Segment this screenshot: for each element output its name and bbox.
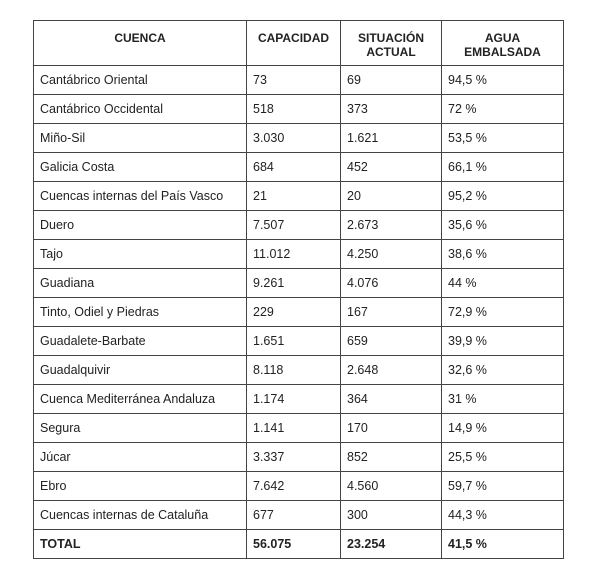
- header-line: AGUA: [484, 31, 521, 45]
- table-body: Cantábrico Oriental 73 69 94,5 % Cantábrico …: [33, 65, 564, 559]
- table-cell: 852: [340, 442, 442, 472]
- table-cell: 364: [340, 384, 442, 414]
- header-line: CAPACIDAD: [257, 31, 330, 45]
- table-cell: 44 %: [441, 268, 564, 298]
- table-cell: Duero: [33, 210, 247, 240]
- column-header: SITUACIÓN ACTUAL: [340, 20, 442, 66]
- table-cell: Cantábrico Occidental: [33, 94, 247, 124]
- table-cell: 7.642: [246, 471, 341, 501]
- table-row: Guadalete-Barbate 1.651 659 39,9 %: [33, 326, 564, 356]
- table-cell: 4.560: [340, 471, 442, 501]
- table-cell: 8.118: [246, 355, 341, 385]
- table-cell: Cuenca Mediterránea Andaluza: [33, 384, 247, 414]
- table-cell: 69: [340, 65, 442, 95]
- table-row: Miño-Sil 3.030 1.621 53,5 %: [33, 123, 564, 153]
- table-cell: Guadiana: [33, 268, 247, 298]
- table-cell: Ebro: [33, 471, 247, 501]
- table-row: Cuencas internas del País Vasco 21 20 95,2 …: [33, 181, 564, 211]
- table-cell: 1.651: [246, 326, 341, 356]
- table-cell: 72 %: [441, 94, 564, 124]
- table-cell: Júcar: [33, 442, 247, 472]
- table-cell: 21: [246, 181, 341, 211]
- total-cell: 41,5 %: [441, 529, 564, 559]
- table-cell: 518: [246, 94, 341, 124]
- table-cell: 1.141: [246, 413, 341, 443]
- table-cell: 35,6 %: [441, 210, 564, 240]
- table-cell: 94,5 %: [441, 65, 564, 95]
- table-cell: Cantábrico Oriental: [33, 65, 247, 95]
- header-line: CUENCA: [114, 31, 166, 45]
- total-cell: TOTAL: [33, 529, 247, 559]
- header-line: EMBALSADA: [464, 45, 541, 59]
- table-cell: Galicia Costa: [33, 152, 247, 182]
- table-cell: 4.076: [340, 268, 442, 298]
- total-cell: 23.254: [340, 529, 442, 559]
- table-cell: 31 %: [441, 384, 564, 414]
- table-row: Duero 7.507 2.673 35,6 %: [33, 210, 564, 240]
- table-row: Ebro 7.642 4.560 59,7 %: [33, 471, 564, 501]
- table-cell: 170: [340, 413, 442, 443]
- table-cell: Tinto, Odiel y Piedras: [33, 297, 247, 327]
- table-cell: 677: [246, 500, 341, 530]
- column-header: CUENCA: [33, 20, 247, 66]
- table-cell: 53,5 %: [441, 123, 564, 153]
- table-row: Cuencas internas de Cataluña 677 300 44,3 %: [33, 500, 564, 530]
- table-row: Cantábrico Occidental 518 373 72 %: [33, 94, 564, 124]
- table-cell: Segura: [33, 413, 247, 443]
- table-cell: 73: [246, 65, 341, 95]
- table-cell: 659: [340, 326, 442, 356]
- table-cell: 684: [246, 152, 341, 182]
- table-cell: 59,7 %: [441, 471, 564, 501]
- table-cell: 44,3 %: [441, 500, 564, 530]
- table-row: Cuenca Mediterránea Andaluza 1.174 364 31 %: [33, 384, 564, 414]
- table-cell: 452: [340, 152, 442, 182]
- table-cell: 4.250: [340, 239, 442, 269]
- table-row: Tajo 11.012 4.250 38,6 %: [33, 239, 564, 269]
- table-cell: Tajo: [33, 239, 247, 269]
- table-row: Cantábrico Oriental 73 69 94,5 %: [33, 65, 564, 95]
- table-cell: 11.012: [246, 239, 341, 269]
- header-line: SITUACIÓN: [358, 31, 424, 45]
- header-row: CUENCA CAPACIDAD SITUACIÓN ACTUAL AGUA EMBALS…: [33, 20, 564, 66]
- table-cell: 20: [340, 181, 442, 211]
- table-row: Guadiana 9.261 4.076 44 %: [33, 268, 564, 298]
- table-cell: 167: [340, 297, 442, 327]
- table-cell: 66,1 %: [441, 152, 564, 182]
- table-cell: 9.261: [246, 268, 341, 298]
- table-cell: 1.174: [246, 384, 341, 414]
- table-cell: 7.507: [246, 210, 341, 240]
- table-cell: 72,9 %: [441, 297, 564, 327]
- total-row: TOTAL 56.075 23.254 41,5 %: [33, 529, 564, 559]
- table-row: Segura 1.141 170 14,9 %: [33, 413, 564, 443]
- table-row: Guadalquivir 8.118 2.648 32,6 %: [33, 355, 564, 385]
- table-cell: 39,9 %: [441, 326, 564, 356]
- table-cell: 95,2 %: [441, 181, 564, 211]
- table-row: Júcar 3.337 852 25,5 %: [33, 442, 564, 472]
- reservoir-table: CUENCA CAPACIDAD SITUACIÓN ACTUAL AGUA EMBALS…: [33, 20, 564, 559]
- table-cell: 1.621: [340, 123, 442, 153]
- total-cell: 56.075: [246, 529, 341, 559]
- table-cell: 373: [340, 94, 442, 124]
- table-cell: 2.648: [340, 355, 442, 385]
- table-cell: Guadalquivir: [33, 355, 247, 385]
- table-cell: 38,6 %: [441, 239, 564, 269]
- table-cell: 25,5 %: [441, 442, 564, 472]
- table-row: Galicia Costa 684 452 66,1 %: [33, 152, 564, 182]
- header-line: ACTUAL: [366, 45, 416, 59]
- table-cell: Cuencas internas de Cataluña: [33, 500, 247, 530]
- table-cell: 3.030: [246, 123, 341, 153]
- column-header: CAPACIDAD: [246, 20, 341, 66]
- table-row: Tinto, Odiel y Piedras 229 167 72,9 %: [33, 297, 564, 327]
- table-cell: 300: [340, 500, 442, 530]
- table-cell: Cuencas internas del País Vasco: [33, 181, 247, 211]
- table-cell: 14,9 %: [441, 413, 564, 443]
- column-header: AGUA EMBALSADA: [441, 20, 564, 66]
- table-cell: Miño-Sil: [33, 123, 247, 153]
- table-cell: 3.337: [246, 442, 341, 472]
- table-cell: 32,6 %: [441, 355, 564, 385]
- table-cell: 2.673: [340, 210, 442, 240]
- table-cell: Guadalete-Barbate: [33, 326, 247, 356]
- table-cell: 229: [246, 297, 341, 327]
